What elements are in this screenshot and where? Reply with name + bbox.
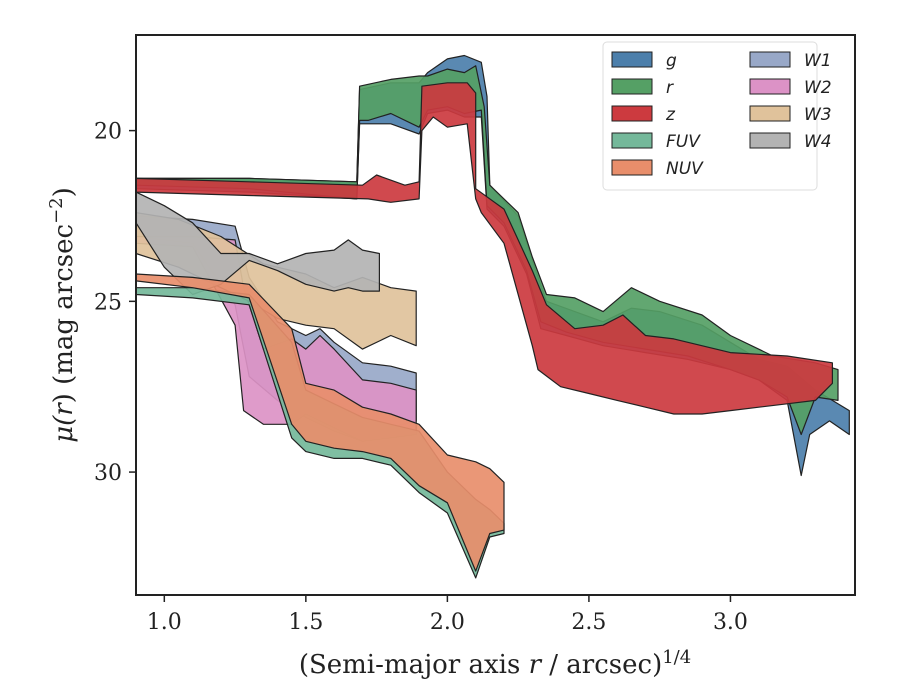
x-tick-label: 2.5 bbox=[571, 610, 606, 635]
legend-label-nuv: NUV bbox=[666, 159, 704, 179]
legend-label-fuv: FUV bbox=[666, 132, 701, 152]
legend-swatch-z bbox=[611, 105, 653, 122]
ticks-layer: 1.0 1.5 2.0 2.5 3.0 20 25 30 bbox=[94, 120, 748, 635]
legend-label-w2: W2 bbox=[804, 78, 832, 98]
series-band-z bbox=[135, 82, 834, 415]
legend-swatch-w3 bbox=[749, 105, 791, 122]
legend-swatch-fuv bbox=[611, 132, 653, 149]
bands-layer bbox=[135, 54, 850, 579]
legend-swatch-w4 bbox=[749, 132, 791, 149]
legend-label-g: g bbox=[666, 51, 677, 71]
y-tick-label: 20 bbox=[94, 120, 122, 145]
legend-label-w4: W4 bbox=[804, 132, 832, 152]
x-axis-label: (Semi-major axis r / arcsec)1/4 bbox=[299, 647, 691, 680]
legend-swatch-w2 bbox=[749, 78, 791, 95]
legend-label-r: r bbox=[666, 78, 674, 98]
legend: grz FUV NUV W1 W2 W3 W4 bbox=[602, 41, 832, 191]
legend-label-z: z bbox=[665, 105, 676, 125]
x-tick-label: 1.5 bbox=[288, 610, 323, 635]
y-tick-label: 30 bbox=[94, 461, 122, 486]
x-tick-label: 3.0 bbox=[713, 610, 748, 635]
legend-label-w3: W3 bbox=[804, 105, 832, 125]
legend-swatch-g bbox=[611, 51, 653, 68]
y-tick-label: 25 bbox=[94, 290, 122, 315]
y-axis-label: μ(r) (mag arcsec−2) bbox=[46, 187, 79, 443]
legend-swatch-w1 bbox=[749, 51, 791, 68]
plot-frame bbox=[135, 34, 856, 596]
x-tick-label: 2.0 bbox=[430, 610, 465, 635]
legend-swatch-r bbox=[611, 78, 653, 95]
x-tick-label: 1.0 bbox=[147, 610, 182, 635]
series-band-nuv bbox=[135, 273, 505, 572]
legend-swatch-nuv bbox=[611, 159, 653, 176]
legend-label-w1: W1 bbox=[804, 51, 832, 71]
